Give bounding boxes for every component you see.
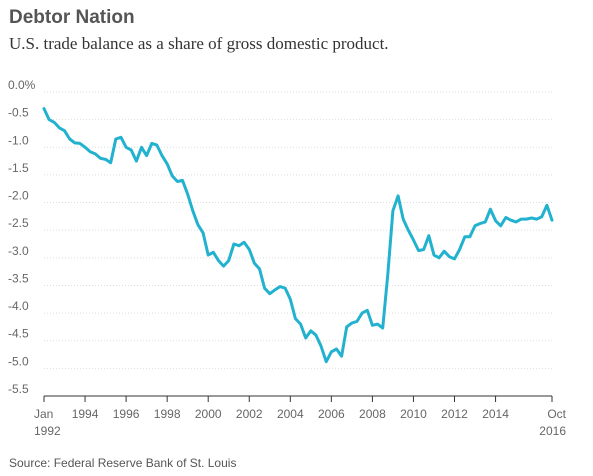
x-tick-label: 1998 [154,407,181,421]
chart-subtitle: U.S. trade balance as a share of gross d… [9,34,389,53]
x-axis: Jan 1992 1994 1996 1998 2000 2002 2004 2006 2008 2… [34,395,567,438]
x-tick-label: 2014 [482,407,509,421]
y-tick-label: -1.0 [8,133,29,147]
x-tick-label: 1992 [34,424,61,438]
y-tick-label: -2.5 [8,216,29,230]
x-tick-label: 1996 [113,407,140,421]
y-tick-label: -4.5 [8,327,29,341]
grid-lines [44,91,552,369]
series-line [42,107,554,364]
y-tick-label: -0.5 [8,106,29,120]
y-tick-label: -2.0 [8,189,29,203]
x-tick-label: 2006 [318,407,345,421]
x-tick-label: 2016 [539,424,566,438]
y-tick-label: -3.5 [8,271,29,285]
source-note: Source: Federal Reserve Bank of St. Loui… [9,456,237,470]
chart-title: Debtor Nation [9,7,135,28]
x-tick-label: 2010 [400,407,427,421]
y-tick-label: -5.5 [8,382,29,396]
x-tick-label: 2012 [441,407,468,421]
x-tick-label: 2008 [359,407,386,421]
y-tick-label: -5.0 [8,354,29,368]
x-tick-label: Jan [34,407,53,421]
x-tick-label: 2002 [236,407,263,421]
y-axis-tick-labels: 0.0% -0.5 -1.0 -1.5 -2.0 -2.5 -3.0 -3.5 -4.0 -4.5… [8,78,36,396]
y-tick-label: -1.5 [8,161,29,175]
x-tick-label: Oct [547,407,566,421]
series-layer [42,107,554,364]
y-tick-label: -4.0 [8,299,29,313]
y-tick-label: 0.0% [8,78,36,92]
x-tick-label: 1994 [72,407,99,421]
x-tick-label: 2000 [195,407,222,421]
x-tick-label: 2004 [277,407,304,421]
y-tick-label: -3.0 [8,244,29,258]
